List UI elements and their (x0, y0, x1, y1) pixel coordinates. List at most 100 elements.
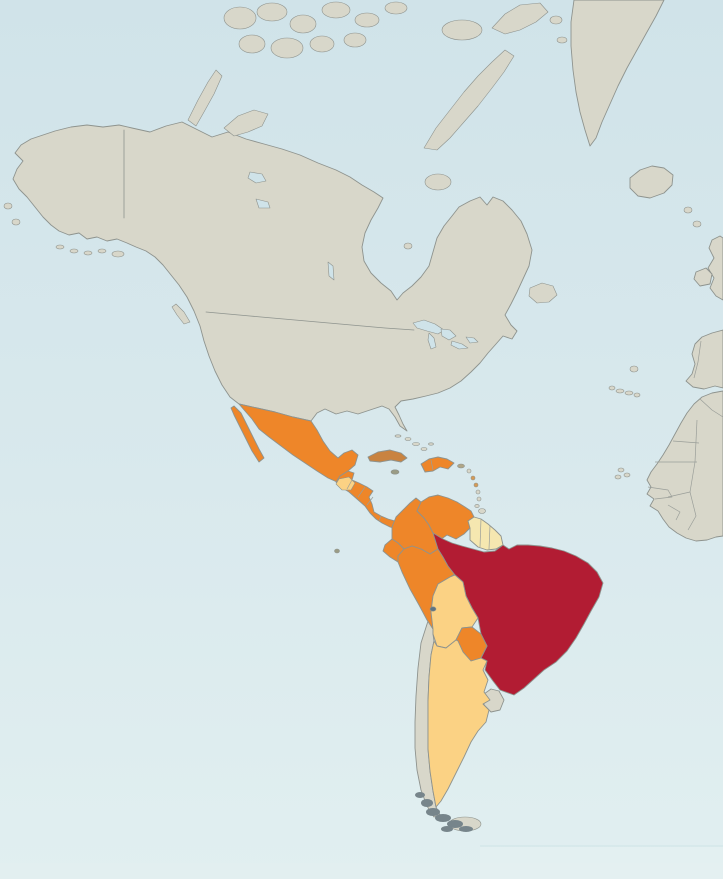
island-victoria (223, 109, 269, 137)
island-banks (187, 69, 223, 127)
lake-great-bear (247, 171, 267, 184)
fjord-speck (441, 826, 453, 832)
border-spain-portugal (693, 340, 702, 379)
country-peru (397, 545, 456, 630)
island-ellesmere (491, 2, 549, 35)
island (309, 35, 335, 53)
island-cape-verde (617, 467, 625, 473)
country-el-salvador (335, 476, 356, 491)
lakes-group (247, 171, 479, 612)
country-cuba (367, 449, 408, 463)
lake-michigan (427, 332, 437, 350)
island-bahamas (412, 442, 420, 446)
lake-huron (440, 328, 457, 341)
fjord-speck (415, 792, 425, 798)
landmass-greenland (570, 0, 665, 147)
shaded-countries-group (230, 403, 604, 808)
landmass-ireland (693, 267, 713, 287)
country-hispaniola (420, 456, 455, 473)
island-vancouver (171, 303, 191, 325)
island (384, 1, 408, 15)
border-usa-canada (205, 311, 415, 331)
island-cape-verde (614, 474, 622, 480)
border-honduras-nicaragua (357, 486, 366, 498)
border-guinea (667, 504, 681, 521)
island-aleutian (83, 250, 93, 256)
island-newfoundland (528, 282, 558, 304)
fjord-speck (435, 814, 451, 822)
patagonia-fjords (415, 792, 473, 832)
island-bering (3, 202, 13, 210)
border-costa-rica-panama (378, 515, 382, 522)
ocean-light-band (480, 847, 723, 879)
island (549, 15, 563, 25)
island-antilles (474, 504, 480, 508)
island-florida-keys (394, 434, 402, 438)
island-antilles (475, 489, 481, 495)
island-bahamas (420, 447, 428, 451)
island-shetland (692, 220, 702, 228)
border-morocco-algeria (699, 398, 723, 418)
island (256, 2, 288, 22)
border-morocco-sahara (672, 440, 700, 444)
small-islands (3, 202, 702, 554)
island (238, 34, 266, 54)
island-antilles (476, 496, 482, 502)
island-madeira (629, 365, 639, 373)
border-nicaragua-costa-rica (366, 496, 374, 506)
country-mexico-baja (230, 405, 265, 463)
border-senegal (647, 486, 673, 500)
island-baffin (423, 49, 515, 151)
landmass-iceland (629, 165, 674, 199)
island-aleutian (97, 248, 107, 254)
lake-great-slave (255, 198, 271, 209)
lake-superior (412, 319, 445, 335)
island-trinidad (478, 508, 486, 514)
landmass-west-africa (646, 390, 723, 542)
lake-erie (450, 340, 469, 350)
border-mali-guinea (667, 491, 691, 498)
island (270, 37, 304, 59)
fjord-speck (421, 799, 433, 807)
border-algeria-mauritania (694, 419, 698, 463)
border-mauritania-mali (689, 461, 696, 493)
island-antilles (470, 475, 476, 481)
island-galapagos (334, 548, 340, 554)
landmass-britain (707, 235, 723, 301)
border-guyana-suriname (479, 518, 482, 548)
border-suriname-guiana (488, 525, 491, 550)
country-argentina (427, 639, 491, 808)
island-devon (441, 19, 483, 41)
border-ivory-coast (687, 491, 697, 531)
border-guatemala-honduras (346, 479, 353, 490)
island-antilles (466, 468, 472, 474)
island-kodiak (111, 250, 125, 258)
border-lines-group (123, 129, 723, 550)
island (321, 1, 351, 19)
arctic-islands (187, 1, 568, 250)
landmass-north-america (12, 121, 533, 432)
lake-ontario (465, 336, 479, 344)
island (223, 6, 257, 30)
island (403, 242, 413, 250)
island-bahamas (404, 437, 412, 441)
island-canary (615, 388, 625, 394)
unshaded-land-group (3, 0, 723, 832)
island-canary (633, 392, 641, 398)
island-cape-verde (623, 472, 631, 478)
island-southampton (424, 173, 452, 191)
fjord-speck (459, 826, 473, 832)
island-aleutian (55, 244, 65, 250)
island-bering (11, 218, 21, 226)
island-faroe (683, 206, 693, 214)
island-jamaica (390, 469, 400, 475)
island-canary (608, 385, 616, 391)
island-antilles (473, 482, 479, 488)
fjord-speck (447, 820, 463, 828)
island (354, 12, 380, 28)
island (289, 14, 317, 34)
island-puerto-rico (457, 463, 465, 469)
island-aleutian (69, 248, 79, 254)
